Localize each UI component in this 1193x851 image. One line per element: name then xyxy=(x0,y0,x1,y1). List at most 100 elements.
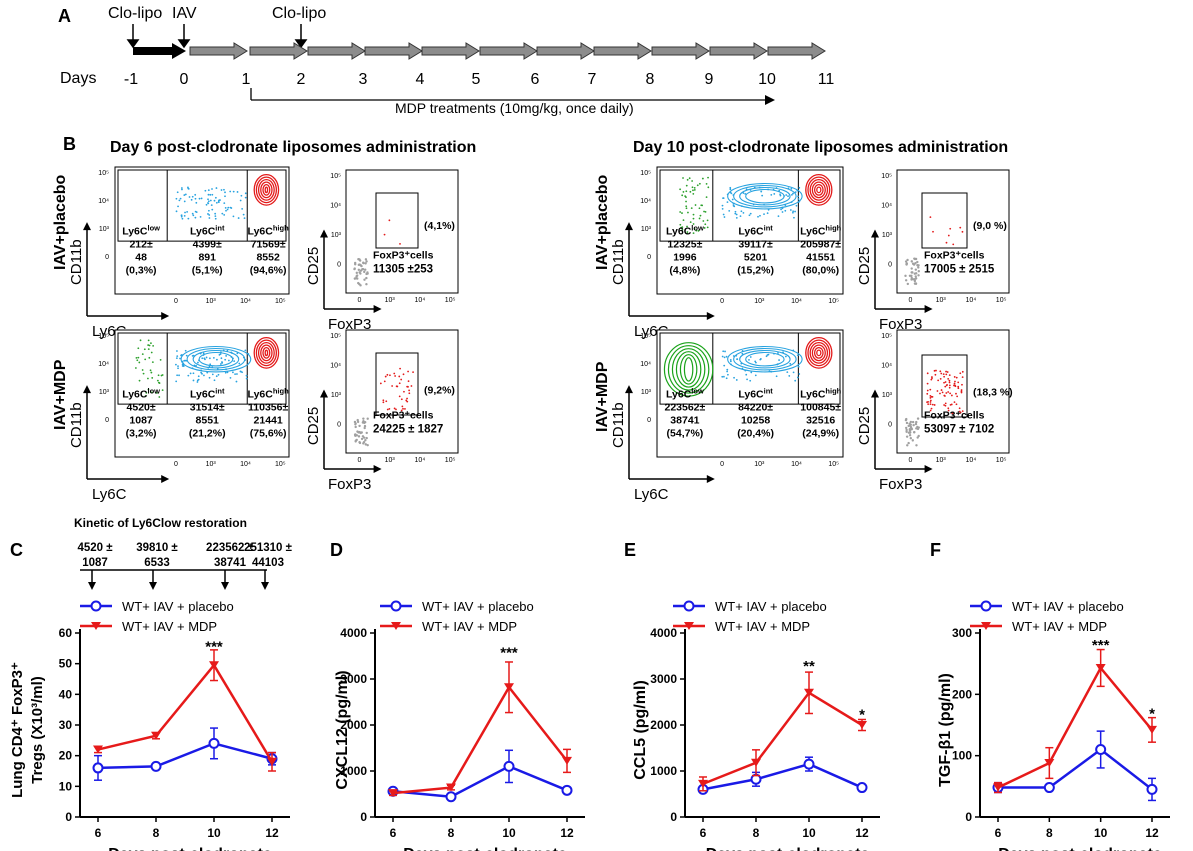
y-tick-label: 10⁴ xyxy=(881,363,892,370)
data-point xyxy=(446,783,456,792)
day-tick-label: 6 xyxy=(531,71,540,88)
gate-value-low: 212± xyxy=(129,238,153,250)
data-point xyxy=(562,756,572,765)
flow-plots: Ly6Clow212±48(0,3%)Ly6Cint4399±891(5,1%)… xyxy=(68,166,1013,503)
y-tick-label: 1000 xyxy=(650,764,677,778)
foxp3-cells-count: 53097 ± 7102 xyxy=(924,424,994,436)
gate-value-int: 31514± xyxy=(190,401,225,413)
gate-value-int: 8551 xyxy=(196,414,220,426)
y-tick-label: 10⁴ xyxy=(640,198,651,205)
series-placebo xyxy=(992,730,1158,802)
gate-value-low: (0,3%) xyxy=(126,264,157,276)
y-tick-label: 0 xyxy=(337,422,341,429)
timeline-arrow xyxy=(767,42,826,60)
data-point xyxy=(150,760,162,772)
y-axis-label: CCL5 (pg/ml) xyxy=(632,680,649,780)
y-tick-label: 10⁵ xyxy=(98,170,109,177)
day-tick-label: -1 xyxy=(124,71,138,88)
series-line xyxy=(702,691,863,786)
x-tick-label: 12 xyxy=(855,826,869,840)
x-tick-label: 0 xyxy=(357,457,361,464)
x-tick-label: 0 xyxy=(720,461,724,468)
x-tick-label: 10 xyxy=(1094,826,1108,840)
gate-value-low: 48 xyxy=(135,251,147,263)
event-label-iav: IAV xyxy=(172,5,197,22)
y-axis-label: Tregs (X10³/ml) xyxy=(29,676,46,784)
day-tick-label: 8 xyxy=(646,71,655,88)
x-tick-label: 10³ xyxy=(754,298,765,305)
significance-marker: *** xyxy=(500,644,518,661)
y-axis-label: CD25 xyxy=(305,407,322,445)
y-tick-label: 0 xyxy=(337,262,341,269)
data-point xyxy=(388,789,398,798)
x-tick-label: 8 xyxy=(153,826,160,840)
y-tick-label: 0 xyxy=(888,262,892,269)
days-label: Days xyxy=(60,70,96,87)
legend-label: WT+ IAV + MDP xyxy=(715,619,810,634)
y-tick-label: 0 xyxy=(888,422,892,429)
data-point xyxy=(751,758,761,767)
gate-value-low: 1996 xyxy=(673,251,697,263)
x-tick-label: 10⁴ xyxy=(966,297,977,304)
y-tick-label: 1000 xyxy=(340,764,367,778)
gate-value-int: 5201 xyxy=(744,251,768,263)
data-point xyxy=(1095,744,1107,756)
x-tick-label: 6 xyxy=(95,826,102,840)
y-tick-label: 0 xyxy=(65,810,72,824)
day-tick-label: 11 xyxy=(818,71,835,88)
gate-label-low: Ly6Clow xyxy=(122,223,160,238)
chart-D: D WT+ IAV + placebo WT+ IAV + MDP 0 1000 2000… xyxy=(330,540,585,851)
panel-label: C xyxy=(10,540,23,560)
significance-marker: *** xyxy=(205,638,223,655)
line-charts: C WT+ IAV + placebo WT+ IAV + MDP 0 10 20 30 40… xyxy=(9,540,1170,851)
gate-value-high: (94,6%) xyxy=(250,264,287,276)
gate-value-high: 41551 xyxy=(806,251,835,263)
x-tick-label: 10 xyxy=(207,826,221,840)
y-tick-label: 0 xyxy=(965,810,972,824)
y-tick-label: 10³ xyxy=(641,389,652,396)
legend-marker xyxy=(390,600,402,612)
kinetic-error: 1087 xyxy=(82,557,108,569)
data-point xyxy=(803,758,815,770)
gate-value-high: 32516 xyxy=(806,414,835,426)
x-tick-label: 10⁴ xyxy=(966,457,977,464)
x-tick-label: 0 xyxy=(357,297,361,304)
pretreatment-arrow xyxy=(133,43,186,59)
row-label-placebo-left: IAV+placebo xyxy=(52,174,69,270)
y-tick-label: 10⁵ xyxy=(640,170,651,177)
y-tick-label: 300 xyxy=(952,626,972,640)
data-point xyxy=(804,688,814,697)
day-tick-label: 5 xyxy=(472,71,481,88)
gate-value-int: (21,2%) xyxy=(189,427,226,439)
data-point xyxy=(503,760,515,772)
legend-label: WT+ IAV + placebo xyxy=(1012,599,1124,614)
timeline-arrow xyxy=(249,42,308,60)
y-tick-label: 0 xyxy=(105,254,109,261)
legend-marker xyxy=(980,600,992,612)
series-line xyxy=(702,762,863,791)
x-axis-label: FoxP3 xyxy=(328,316,371,333)
foxp3-cells-count: 24225 ± 1827 xyxy=(373,424,443,436)
y-tick-label: 10³ xyxy=(331,392,342,399)
legend-label: WT+ IAV + placebo xyxy=(715,599,827,614)
y-tick-label: 50 xyxy=(59,657,73,671)
timeline-arrows xyxy=(189,42,826,60)
x-tick-label: 10⁴ xyxy=(240,461,251,468)
foxp3-cells-label: FoxP3⁺cells xyxy=(373,250,434,262)
series-placebo xyxy=(92,727,278,781)
timeline-arrow xyxy=(307,42,366,60)
legend-marker xyxy=(91,622,101,630)
gate-value-int: (20,4%) xyxy=(737,427,774,439)
x-tick-label: 0 xyxy=(720,298,724,305)
y-axis-label: CD11b xyxy=(610,239,627,285)
legend-marker xyxy=(683,600,695,612)
foxp3-cells-count: 11305 ±253 xyxy=(373,264,433,276)
y-tick-label: 30 xyxy=(59,718,73,732)
significance-marker: ** xyxy=(803,658,815,675)
gate-label-low: Ly6Clow xyxy=(666,223,704,238)
row-label-mdp-left: IAV+MDP xyxy=(52,359,69,430)
series-mdp xyxy=(93,649,277,772)
foxp3-percent: (18,3 %) xyxy=(973,386,1013,398)
timeline-arrow xyxy=(479,42,538,60)
gate-value-low: 1087 xyxy=(129,414,153,426)
